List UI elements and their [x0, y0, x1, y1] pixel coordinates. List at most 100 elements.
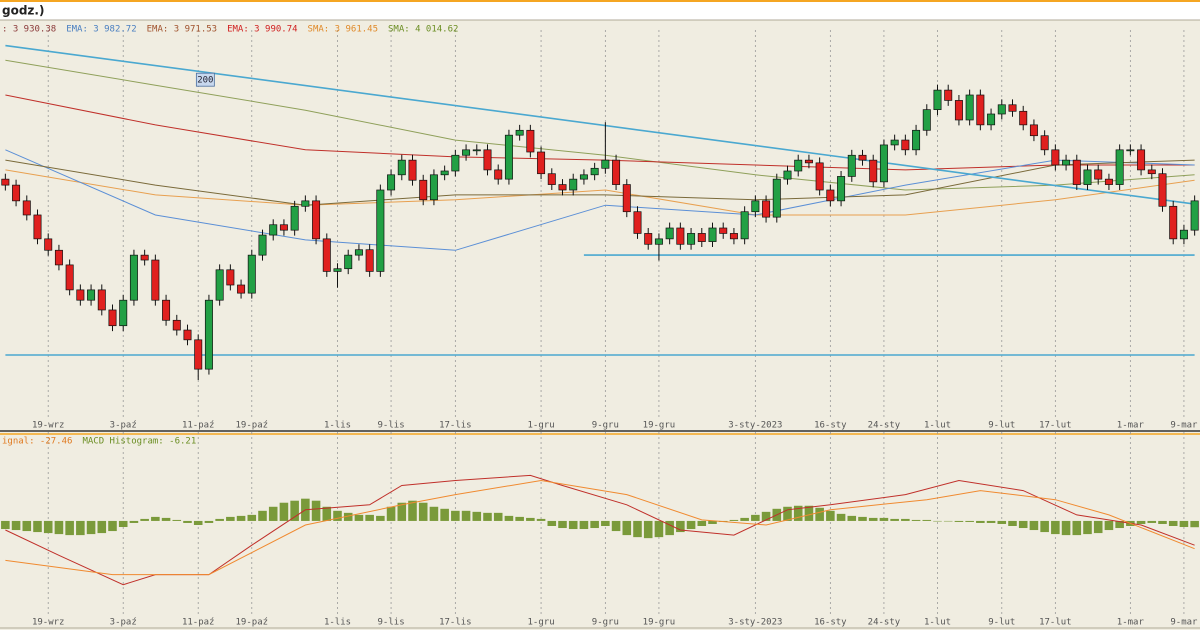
x-tick-label: 9-lut: [988, 618, 1015, 628]
candle-body: [783, 170, 792, 180]
histogram-bar: [740, 517, 749, 521]
histogram-bar: [451, 510, 460, 521]
candle-body: [526, 129, 535, 153]
x-tick-label: 11-paź: [182, 421, 215, 431]
histogram-bar: [526, 517, 535, 521]
candle-body: [462, 149, 471, 156]
candle-body: [344, 254, 353, 270]
moving-average: [5, 149, 1195, 251]
candle-body: [119, 299, 128, 327]
x-tick-label: 19-paź: [236, 421, 269, 431]
indicator-label: MACD Histogram: -6.21: [82, 437, 196, 447]
histogram-bar: [429, 506, 439, 521]
candle-body: [54, 249, 63, 266]
candle-body: [1190, 200, 1199, 231]
window-title: godz.): [2, 4, 44, 18]
candle-body: [751, 200, 760, 213]
histogram-bar: [901, 518, 910, 521]
histogram-bar: [826, 510, 835, 521]
histogram-bar: [461, 510, 471, 521]
annotation-text: 200: [197, 76, 213, 86]
candle-body: [676, 227, 685, 245]
histogram-bar: [151, 516, 160, 521]
candle-body: [901, 139, 910, 151]
histogram-bar: [783, 506, 792, 521]
candle-body: [1158, 173, 1167, 207]
histogram-bar: [408, 500, 417, 521]
histogram-bar: [11, 520, 21, 531]
x-tick-label: 9-mar: [1170, 618, 1198, 628]
histogram-bar: [215, 518, 224, 521]
candle-body: [183, 329, 192, 341]
candle-body: [1104, 178, 1113, 185]
candle-body: [1029, 124, 1038, 137]
histogram-bar: [97, 520, 107, 534]
candle-body: [97, 289, 106, 311]
histogram-bar: [847, 515, 857, 521]
candle-body: [1083, 169, 1092, 185]
candle-body: [1072, 159, 1081, 185]
candle-body: [601, 159, 610, 169]
histogram-bar: [965, 520, 974, 522]
histogram-bar: [933, 520, 942, 522]
candle-body: [172, 319, 181, 331]
histogram-bar: [558, 520, 567, 529]
histogram-bar: [751, 514, 760, 521]
moving-average: [5, 159, 1195, 206]
histogram-bar: [268, 506, 278, 521]
histogram-bar: [976, 520, 985, 523]
x-tick-label: 19-wrz: [32, 618, 65, 628]
candle-body: [22, 200, 31, 216]
histogram-bar: [76, 520, 85, 536]
candle-body: [965, 94, 974, 121]
histogram-bar: [376, 515, 385, 521]
histogram-bar: [386, 506, 396, 521]
candle-body: [1126, 149, 1135, 152]
candle-body: [312, 200, 321, 240]
candle-body: [1115, 149, 1124, 185]
candle-body: [12, 184, 21, 202]
candle-body: [269, 224, 278, 236]
candle-body: [879, 144, 888, 183]
macd-line: [5, 474, 1195, 586]
histogram-bar: [804, 505, 814, 521]
candle-body: [215, 269, 224, 301]
histogram-bar: [1008, 520, 1017, 526]
x-tick-label: 1-mar: [1117, 618, 1145, 628]
indicator-label: ignal: -27.46: [2, 437, 72, 447]
histogram-bar: [1136, 520, 1146, 524]
histogram-bar: [493, 512, 503, 521]
candle-body: [537, 151, 546, 175]
x-tick-label: 9-gru: [592, 618, 619, 628]
x-tick-label: 24-sty: [868, 421, 901, 431]
candle-body: [826, 189, 835, 202]
histogram-bar: [633, 520, 642, 538]
histogram-bar: [1093, 520, 1103, 534]
candle-body: [129, 254, 138, 301]
x-tick-label: 9-lis: [378, 421, 405, 431]
candle-body: [890, 139, 899, 146]
candle-body: [847, 154, 856, 177]
x-tick-label: 19-wrz: [32, 421, 65, 431]
candle-body: [815, 162, 824, 191]
x-tick-label: 9-mar: [1170, 421, 1198, 431]
indicator-label: SMA: 4 014.62: [388, 25, 458, 35]
candle-body: [1008, 104, 1017, 112]
candle-body: [1179, 229, 1188, 240]
candle-body: [1094, 169, 1103, 180]
indicator-label: EMA: 3 971.53: [147, 25, 217, 35]
candle-body: [33, 214, 42, 240]
candle-body: [290, 205, 299, 231]
candle-body: [665, 227, 674, 240]
histogram-bar: [86, 520, 96, 535]
histogram-bar: [611, 520, 621, 532]
histogram-bar: [1179, 520, 1189, 528]
histogram-bar: [43, 520, 53, 534]
x-tick-label: 17-lut: [1039, 421, 1072, 431]
histogram-bar: [33, 520, 42, 533]
candle-body: [322, 238, 331, 272]
histogram-bar: [911, 519, 921, 521]
histogram-bar: [986, 520, 996, 523]
candle-body: [633, 211, 642, 234]
